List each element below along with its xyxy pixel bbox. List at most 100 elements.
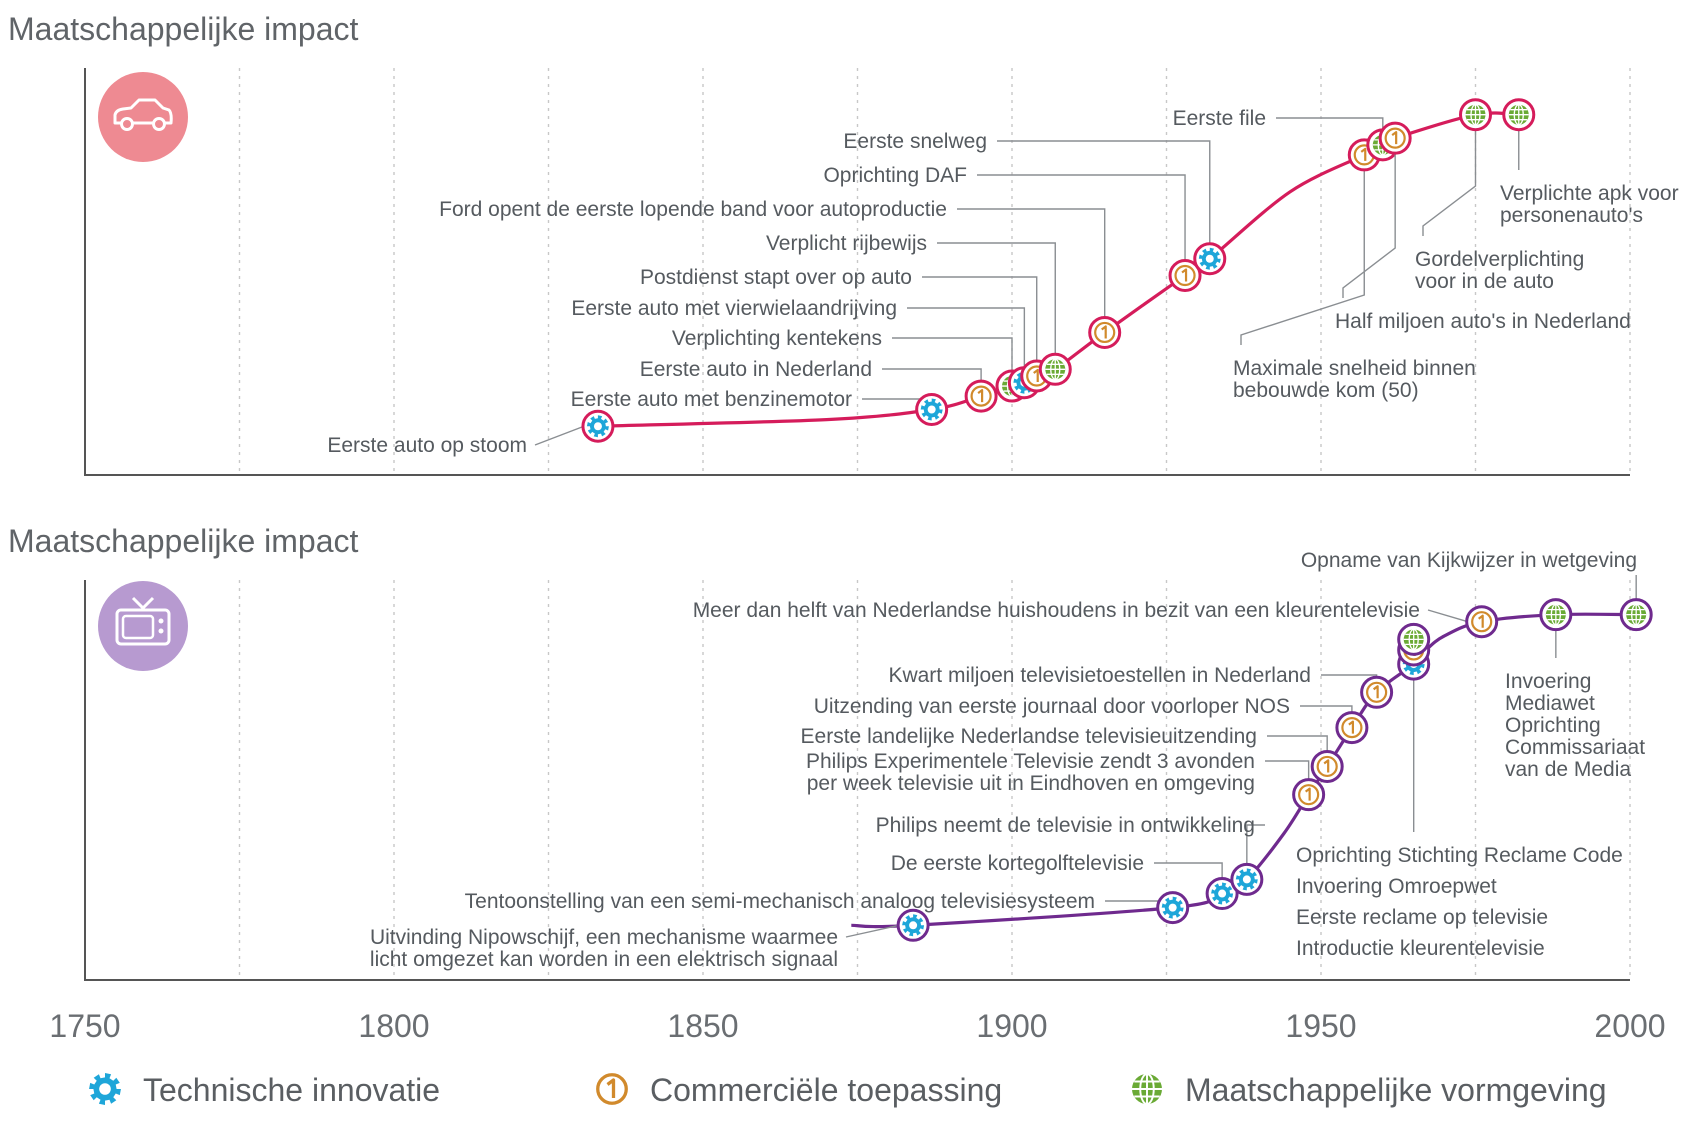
event-marker-maatschappelijk xyxy=(1038,352,1072,386)
event-label: Meer dan helft van Nederlandse huishoude… xyxy=(693,599,1420,622)
event-label: Philips Experimentele Televisie zendt 3 … xyxy=(806,750,1255,773)
event-label: personenauto's xyxy=(1500,204,1643,227)
axis xyxy=(84,68,1630,476)
event-label: Oprichting Stichting Reclame Code xyxy=(1296,844,1623,867)
leader-line xyxy=(845,924,900,938)
event-label: Eerste reclame op televisie xyxy=(1296,906,1548,929)
event-label: van de Media xyxy=(1505,758,1631,781)
leader-line xyxy=(1276,117,1384,131)
leader-line xyxy=(1265,760,1310,781)
event-label: Uitzending van eerste journaal door voor… xyxy=(814,695,1290,718)
event-label: Ford opent de eerste lopende band voor a… xyxy=(439,198,947,221)
x-tick-label: 1800 xyxy=(358,1008,429,1044)
x-tick-label: 1900 xyxy=(976,1008,1047,1044)
event-label: Invoering xyxy=(1505,670,1591,693)
legend-label: Technische innovatie xyxy=(143,1072,440,1108)
number-one-icon xyxy=(596,1073,628,1105)
event-label: voor in de auto xyxy=(1415,270,1554,293)
panel-ylabel: Maatschappelijke impact xyxy=(8,11,359,47)
event-marker-commercieel xyxy=(1292,778,1326,812)
panel-ylabel: Maatschappelijke impact xyxy=(8,523,359,559)
event-label: Eerste landelijke Nederlandse televisieu… xyxy=(801,725,1257,748)
leader-line xyxy=(977,174,1186,262)
event-label: Eerste auto op stoom xyxy=(327,434,527,457)
event-label: Verplichting kentekens xyxy=(672,327,882,350)
event-label: Oprichting xyxy=(1505,714,1601,737)
event-marker-technisch xyxy=(896,908,930,942)
x-tick-label: 1950 xyxy=(1285,1008,1356,1044)
event-marker-commercieel xyxy=(1088,315,1122,349)
event-marker-commercieel xyxy=(1168,259,1202,292)
leader-line xyxy=(922,276,1038,362)
event-marker-technisch xyxy=(1193,242,1227,276)
leader-line xyxy=(534,425,585,446)
event-marker-maatschappelijk xyxy=(1619,598,1653,632)
tv-panel: Maatschappelijke impact Uitvinding Nipows… xyxy=(8,523,1653,981)
event-label: Gordelverplichting xyxy=(1415,248,1584,271)
event-label: Half miljoen auto's in Nederland xyxy=(1335,310,1631,333)
leader-line xyxy=(1246,824,1265,866)
leader-line xyxy=(1427,609,1468,623)
leader-line xyxy=(907,307,1026,369)
event-label: Tentoonstelling van een semi-mechanisch … xyxy=(465,890,1095,913)
leader-line xyxy=(937,242,1056,356)
legend-item-technisch: Technische innovatie xyxy=(89,1072,440,1108)
event-label: Opname van Kijkwijzer in wetgeving xyxy=(1301,549,1637,572)
legend-item-maatschappelijk: Maatschappelijke vormgeving xyxy=(1132,1072,1607,1108)
event-marker-commercieel xyxy=(1335,711,1369,745)
event-label: Commissariaat xyxy=(1505,736,1645,759)
event-label: Uitvinding Nipowschijf, een mechanisme w… xyxy=(370,926,838,949)
leader-line xyxy=(1422,128,1477,236)
event-marker-maatschappelijk xyxy=(1459,98,1492,132)
axis xyxy=(84,580,1630,981)
event-label: per week televisie uit in Eindhoven en o… xyxy=(807,772,1255,795)
event-label: Oprichting DAF xyxy=(823,164,967,187)
event-label: licht omgezet kan worden in een elektris… xyxy=(370,948,838,971)
event-label: Postdienst stapt over op auto xyxy=(640,266,912,289)
car-icon xyxy=(98,72,188,162)
event-marker-commercieel xyxy=(964,379,998,413)
leader-line xyxy=(957,208,1106,319)
leader-line xyxy=(882,368,982,383)
leader-line xyxy=(1154,862,1223,880)
event-label: Eerste file xyxy=(1173,107,1266,130)
event-marker-commercieel xyxy=(1465,605,1499,639)
legend-item-commercieel: Commerciële toepassing xyxy=(596,1072,1002,1108)
tv-icon xyxy=(98,581,188,671)
leader-line xyxy=(1300,705,1353,714)
event-label: Maximale snelheid binnen xyxy=(1233,357,1476,380)
event-marker-commercieel xyxy=(1310,749,1344,783)
legend-label: Commerciële toepassing xyxy=(650,1072,1002,1108)
event-label: Verplicht rijbewijs xyxy=(766,232,927,255)
x-tick-label: 1750 xyxy=(49,1008,120,1044)
leader-line xyxy=(1240,168,1365,345)
auto-panel: Maatschappelijke impact Eerste auto op st… xyxy=(8,11,1679,476)
event-marker-technisch xyxy=(1156,891,1190,925)
event-label: bebouwde kom (50) xyxy=(1233,379,1419,402)
event-marker-technisch xyxy=(1205,877,1239,911)
event-label: Kwart miljoen televisietoestellen in Ned… xyxy=(888,664,1311,687)
event-marker-technisch xyxy=(1230,862,1264,896)
event-marker-commercieel xyxy=(1360,675,1394,709)
event-label: Mediawet xyxy=(1505,692,1595,715)
event-label: Eerste auto met benzinemotor xyxy=(571,388,852,411)
event-marker-commercieel xyxy=(1378,121,1412,155)
event-label: Philips neemt de televisie in ontwikkeli… xyxy=(876,814,1255,837)
leader-line xyxy=(1321,674,1378,679)
x-tick-label: 1850 xyxy=(667,1008,738,1044)
leader-line xyxy=(1267,735,1328,753)
leader-line xyxy=(1342,152,1396,298)
x-tick-label: 2000 xyxy=(1594,1008,1665,1044)
event-label: Eerste snelweg xyxy=(843,130,987,153)
event-label: Eerste auto in Nederland xyxy=(640,358,872,381)
event-label: Introductie kleurentelevisie xyxy=(1296,937,1545,960)
event-label: Invoering Omroepwet xyxy=(1296,875,1497,898)
event-label: De eerste kortegolftelevisie xyxy=(891,852,1144,875)
globe-icon xyxy=(1132,1073,1162,1105)
leader-line xyxy=(997,140,1211,245)
gear-icon xyxy=(89,1073,121,1105)
event-marker-maatschappelijk xyxy=(1502,98,1536,132)
event-marker-technisch xyxy=(581,409,615,443)
event-marker-maatschappelijk xyxy=(1397,622,1431,656)
